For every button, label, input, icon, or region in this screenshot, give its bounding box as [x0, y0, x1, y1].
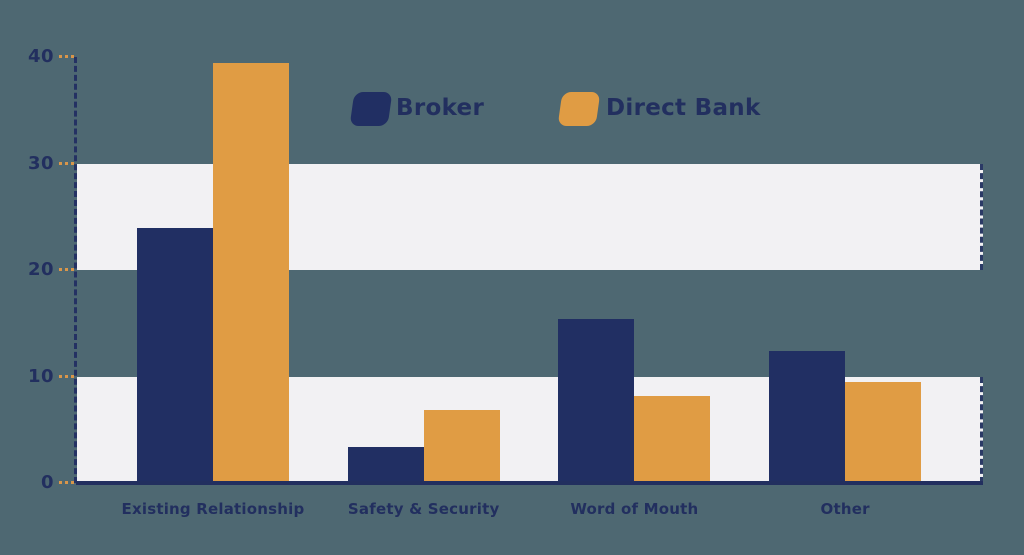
legend: Broker Direct Bank [349, 92, 770, 128]
y-axis-dashed-line [74, 57, 77, 483]
y-axis-label: 40 [27, 46, 54, 67]
bar-direct-bank-word-of-mouth [634, 395, 711, 483]
y-axis-tick [59, 481, 74, 484]
x-axis-label: Other [820, 500, 870, 518]
y-axis-tick [59, 55, 74, 58]
bar-direct-bank-safety-security [423, 409, 500, 483]
bar-broker-other [769, 350, 846, 483]
x-axis-label: Safety & Security [347, 500, 500, 518]
x-axis-label: Word of Mouth [570, 500, 699, 518]
y-axis-label: 0 [40, 472, 54, 493]
y-axis-label: 20 [27, 259, 54, 280]
legend-label-broker: Broker [396, 95, 485, 121]
bar-direct-bank-other [845, 381, 922, 483]
bar-direct-bank-existing-relationship [213, 63, 289, 483]
bar-broker-safety-security [347, 446, 424, 483]
legend-swatch-direct-bank [557, 92, 601, 126]
y-axis-tick [59, 268, 74, 271]
legend-label-direct-bank: Direct Bank [606, 95, 761, 121]
y-axis-tick [59, 374, 74, 378]
plot-area: 0 10 20 30 40 Existing Relationship Safety & S… [28, 46, 983, 518]
bar-broker-word-of-mouth [558, 319, 635, 483]
bar-broker-existing-relationship [137, 228, 213, 483]
legend-swatch-broker [349, 92, 393, 126]
x-axis-label: Existing Relationship [121, 500, 305, 518]
y-axis-label: 10 [27, 365, 54, 387]
x-axis-baseline [76, 481, 983, 485]
y-axis-label: 30 [27, 152, 54, 174]
y-axis-tick [59, 161, 74, 165]
